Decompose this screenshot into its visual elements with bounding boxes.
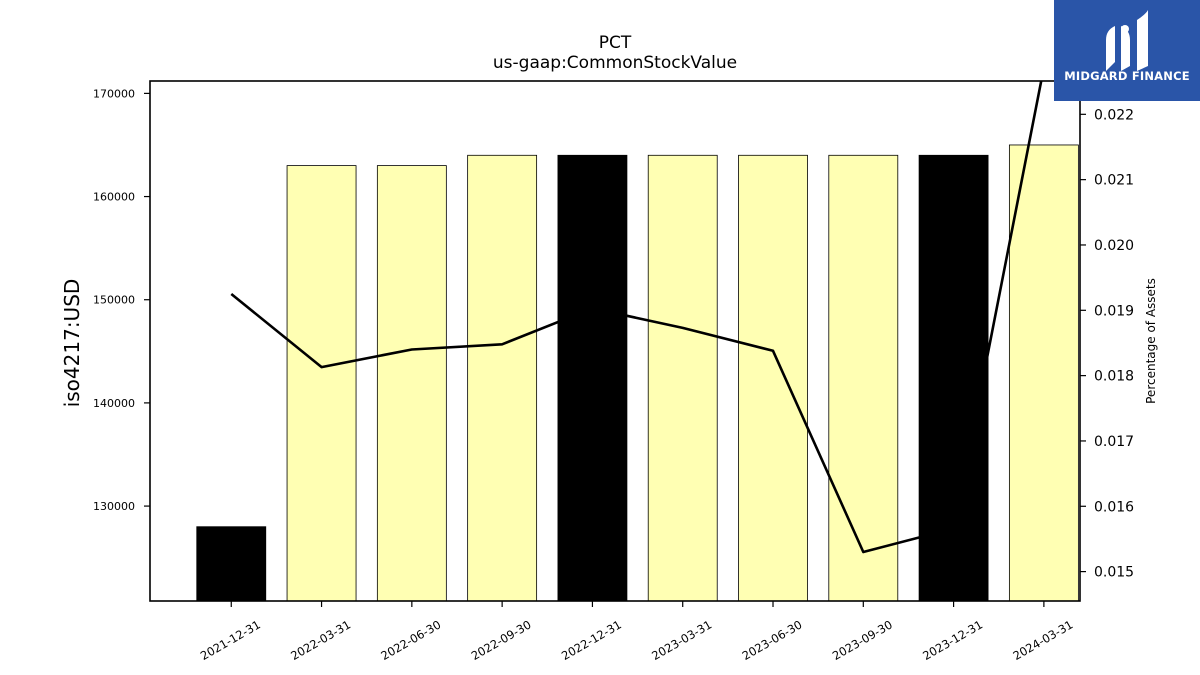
- y2-tick-label: 0.019: [1094, 303, 1134, 319]
- bar-2022-12-31: [557, 154, 628, 602]
- y2-axis: 0.015 0.016 0.017 0.018 0.019 0.020 0.021 0.022: [1080, 107, 1134, 581]
- y2-tick-label: 0.020: [1094, 238, 1134, 254]
- x-tick-label: 2022-03-31: [288, 617, 353, 663]
- y2-tick-label: 0.022: [1094, 107, 1134, 123]
- bar-group: [196, 144, 1079, 602]
- y-tick-label: 150000: [93, 294, 135, 307]
- y2-tick-label: 0.016: [1094, 499, 1134, 515]
- x-tick-label: 2023-09-30: [830, 617, 895, 663]
- y2-axis-label: Percentage of Assets: [1144, 278, 1158, 404]
- x-tick-label: 2022-09-30: [469, 617, 534, 663]
- percentage-line: [230, 81, 1043, 554]
- logo-text: MIDGARD FINANCE: [1064, 69, 1190, 83]
- bar-2022-03-31: [286, 165, 357, 602]
- y-axis-label: iso4217:USD: [60, 279, 84, 408]
- bar-2023-03-31: [647, 154, 718, 602]
- midgard-logo-icon: [1106, 10, 1148, 71]
- midgard-logo: MIDGARD FINANCE: [1054, 0, 1200, 101]
- x-tick-label: 2023-03-31: [649, 617, 714, 663]
- bar-2022-09-30: [467, 154, 538, 602]
- y2-tick-label: 0.017: [1094, 434, 1134, 450]
- x-tick-label: 2023-12-31: [920, 617, 985, 663]
- y2-tick-label: 0.021: [1094, 173, 1134, 189]
- x-tick-label: 2023-06-30: [740, 617, 805, 663]
- bar-2023-06-30: [738, 154, 808, 602]
- x-axis: 2021-12-31 2022-03-31 2022-06-30 2022-09-30…: [198, 601, 1075, 663]
- y-tick-label: 160000: [93, 191, 135, 204]
- y2-tick-label: 0.015: [1094, 565, 1134, 581]
- bar-2023-09-30: [828, 154, 899, 602]
- y-tick-label: 140000: [93, 397, 135, 410]
- plot-frame: [149, 80, 1081, 602]
- y2-tick-label: 0.018: [1094, 369, 1134, 385]
- x-tick-label: 2021-12-31: [198, 617, 263, 663]
- line-group: [230, 81, 1043, 554]
- bar-2021-12-31: [196, 526, 267, 602]
- y-axis: 130000 140000 150000 160000 170000: [93, 87, 150, 513]
- bar-2024-03-31: [1008, 144, 1079, 602]
- x-tick-label: 2022-12-31: [559, 617, 624, 663]
- y-tick-label: 170000: [93, 87, 135, 100]
- x-tick-label: 2022-06-30: [378, 617, 443, 663]
- bar-2022-06-30: [376, 165, 447, 602]
- x-tick-label: 2024-03-31: [1011, 617, 1076, 663]
- chart-subtitle: us-gaap:CommonStockValue: [493, 53, 737, 73]
- chart-title: PCT: [599, 33, 632, 53]
- y-tick-label: 130000: [93, 500, 135, 513]
